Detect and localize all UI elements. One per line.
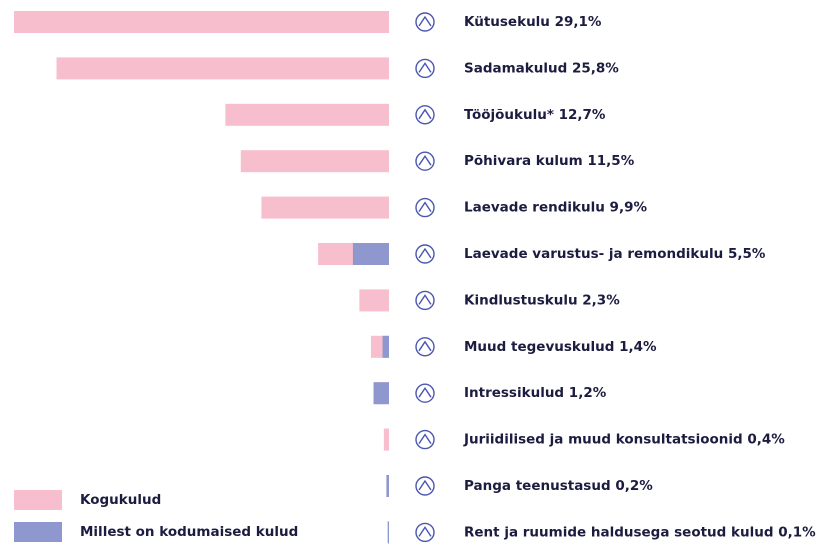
icon-glyph	[418, 294, 432, 305]
icon-glyph	[418, 479, 432, 491]
icon	[415, 58, 435, 79]
bar	[373, 382, 389, 405]
icon-glyph	[418, 433, 432, 444]
icon	[415, 151, 435, 171]
category-name: Muud tegevuskulud	[464, 339, 614, 355]
icon	[415, 522, 435, 543]
value-label: 1,4%	[619, 339, 657, 355]
value-label: 9,9%	[610, 200, 648, 216]
bar	[225, 103, 389, 126]
value-label: 0,4%	[747, 432, 785, 448]
category-label: Laevade rendikulu 9,9%	[464, 200, 647, 216]
bar	[359, 289, 389, 312]
icon	[415, 197, 435, 218]
bar	[386, 475, 389, 497]
icon-glyph	[418, 201, 432, 212]
icon-circle	[415, 151, 435, 171]
bar	[240, 150, 389, 173]
value-label: 25,8%	[572, 60, 619, 76]
category-label: Kütusekulu 29,1%	[464, 14, 602, 30]
icon-circle	[415, 197, 435, 218]
bar	[387, 521, 389, 544]
icon-glyph	[418, 526, 432, 537]
value-label: 1,2%	[569, 385, 607, 401]
bar	[56, 57, 390, 80]
category-name: Sadamakulud	[464, 60, 567, 76]
icon-circle	[415, 58, 435, 79]
icon-glyph	[418, 108, 432, 120]
category-label: Muud tegevuskulud 1,4%	[464, 339, 657, 355]
value-label: 5,5%	[728, 246, 766, 262]
icon	[415, 105, 435, 125]
category-name: Põhivara kulum	[464, 153, 583, 169]
category-name: Juriidilised ja muud konsultatsioonid	[463, 432, 743, 448]
icon-circle	[415, 105, 435, 125]
icon-glyph	[418, 62, 432, 73]
icon-glyph	[418, 386, 432, 398]
icon-glyph	[418, 247, 432, 259]
icon	[415, 383, 435, 403]
icon	[415, 244, 435, 264]
bar	[352, 243, 389, 265]
category-name: Rent ja ruumide haldusega seotud kulud	[464, 524, 774, 540]
category-label: Tööjõukulu* 12,7%	[464, 107, 606, 123]
category-label: Kindlustuskulu 2,3%	[464, 292, 620, 308]
bar	[382, 335, 389, 358]
category-label: Panga teenustasud 0,2%	[464, 478, 653, 494]
icon-glyph	[418, 154, 432, 166]
value-label: 0,1%	[778, 524, 816, 540]
value-label: 12,7%	[559, 107, 606, 123]
category-label: Rent ja ruumide haldusega seotud kulud 0…	[464, 524, 816, 540]
value-label: 2,3%	[582, 292, 620, 308]
icon-glyph	[418, 340, 432, 352]
icon-glyph	[418, 15, 432, 27]
icon-circle	[415, 522, 435, 543]
bar	[261, 196, 389, 219]
icon	[415, 476, 435, 496]
category-label: Laevade varustus- ja remondikulu 5,5%	[464, 246, 766, 262]
icon	[415, 12, 435, 32]
value-label: 0,2%	[615, 478, 653, 494]
legend-label: Kogukulud	[80, 492, 161, 508]
category-name: Laevade rendikulu	[464, 200, 605, 216]
value-label: 29,1%	[555, 14, 602, 30]
bar	[14, 11, 389, 33]
category-name: Laevade varustus- ja remondikulu	[464, 246, 723, 262]
icon-circle	[415, 429, 435, 450]
icon-circle	[415, 244, 435, 264]
legend-swatch	[14, 522, 62, 542]
icon	[415, 337, 435, 357]
category-label: Sadamakulud 25,8%	[464, 60, 619, 76]
icon-circle	[415, 383, 435, 403]
category-name: Intressikulud	[464, 385, 564, 401]
value-label: 11,5%	[587, 153, 634, 169]
category-label: Juriidilised ja muud konsultatsioonid 0,…	[463, 432, 785, 448]
icon-circle	[415, 476, 435, 496]
bar	[383, 428, 389, 451]
category-name: Kütusekulu	[464, 14, 550, 30]
category-name: Panga teenustasud	[464, 478, 611, 494]
category-label: Intressikulud 1,2%	[464, 385, 607, 401]
category-name: Tööjõukulu*	[464, 107, 554, 123]
icon-circle	[415, 337, 435, 357]
icon	[415, 429, 435, 450]
icon	[415, 290, 435, 311]
category-label: Põhivara kulum 11,5%	[464, 153, 635, 169]
category-name: Kindlustuskulu	[464, 292, 578, 308]
icon-circle	[415, 12, 435, 32]
legend-label: Millest on kodumaised kulud	[80, 524, 298, 540]
icon-circle	[415, 290, 435, 311]
legend-swatch	[14, 490, 62, 510]
